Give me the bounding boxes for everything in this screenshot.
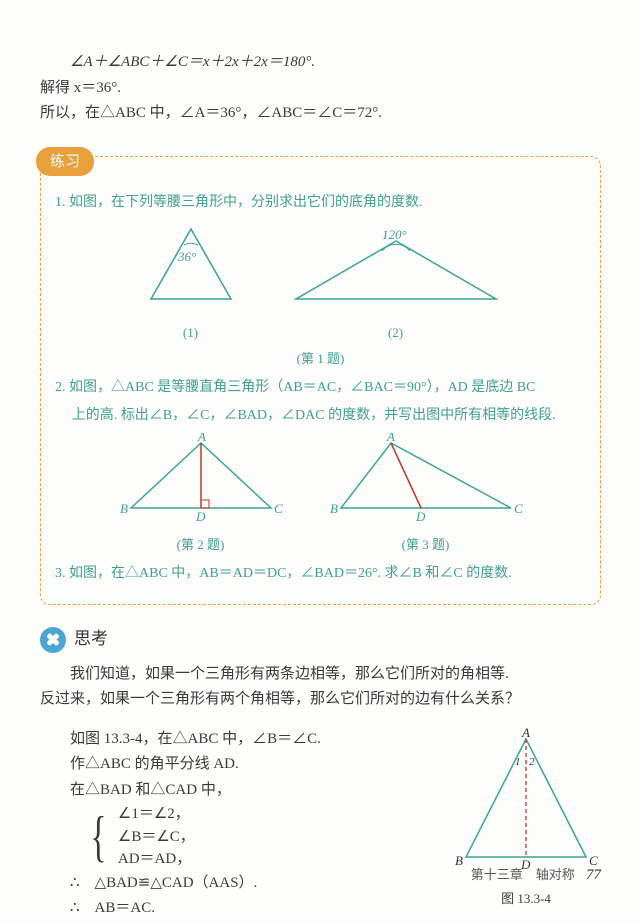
svg-text:A: A bbox=[197, 433, 206, 444]
conclusion-line: 所以，在△ABC 中，∠A＝36°，∠ABC＝∠C＝72°. bbox=[40, 101, 601, 127]
svg-text:B: B bbox=[330, 501, 338, 516]
svg-text:C: C bbox=[274, 501, 283, 516]
question-2a: 2. 如图，△ABC 是等腰直角三角形（AB＝AC，∠BAC＝90°），AD 是… bbox=[55, 376, 586, 400]
proof-figcap: 图 13.3-4 bbox=[451, 888, 601, 910]
chapter-label: 第十三章 轴对称 bbox=[471, 867, 575, 882]
proof-block: 如图 13.3-4，在△ABC 中，∠B＝∠C. 作△ABC 的角平分线 AD.… bbox=[40, 727, 601, 922]
think-p2: 反过来，如果一个三角形有两个角相等，那么它们所对的边有什么关系？ bbox=[40, 687, 601, 713]
svg-text:B: B bbox=[455, 853, 463, 868]
sub-2: (2) bbox=[286, 322, 506, 344]
figure-1-2: 120° (2) bbox=[286, 221, 506, 344]
triangle-1-svg: 36° bbox=[136, 221, 246, 311]
svg-text:B: B bbox=[120, 501, 128, 516]
svg-text:1: 1 bbox=[515, 756, 521, 768]
cond-2: ∠B＝∠C， bbox=[118, 826, 195, 849]
proof-l3: 在△BAD 和△CAD 中， bbox=[40, 778, 431, 804]
sub-q2: (第 2 题) bbox=[116, 534, 286, 556]
question-1: 1. 如图，在下列等腰三角形中，分别求出它们的底角的度数. bbox=[55, 191, 586, 215]
proof-l5: ∴ AB＝AC. bbox=[40, 896, 431, 922]
figure-3: A B C D (第 3 题) bbox=[326, 433, 526, 556]
solution-block: ∠A＋∠ABC＋∠C＝x＋2x＋2x＝180°. 解得 x＝36°. 所以，在△… bbox=[40, 50, 601, 127]
practice-box: 1. 如图，在下列等腰三角形中，分别求出它们的底角的度数. 36° (1) 12… bbox=[40, 156, 601, 605]
question-3: 3. 如图，在△ABC 中，AB＝AD＝DC，∠BAD＝26°. 求∠B 和∠C… bbox=[55, 562, 586, 586]
brace-content: ∠1＝∠2， ∠B＝∠C， AD＝AD， bbox=[118, 803, 195, 871]
sub-q3: (第 3 题) bbox=[326, 534, 526, 556]
practice-badge: 练习 bbox=[36, 147, 94, 177]
think-label: 思考 bbox=[74, 625, 108, 654]
figure-2: A B C D (第 2 题) bbox=[116, 433, 286, 556]
think-p1: 我们知道，如果一个三角形有两条边相等，那么它们所对的角相等. bbox=[40, 662, 601, 688]
question-2b: 上的高. 标出∠B，∠C，∠BAD，∠DAC 的度数，并写出图中所有相等的线段. bbox=[55, 404, 586, 428]
figure-row-1: 36° (1) 120° (2) bbox=[55, 221, 586, 344]
page-footer: 第十三章 轴对称 77 bbox=[471, 863, 601, 889]
page-number: 77 bbox=[586, 867, 601, 883]
svg-text:D: D bbox=[195, 509, 206, 523]
brace-row: { ∠1＝∠2， ∠B＝∠C， AD＝AD， bbox=[85, 803, 431, 871]
svg-text:A: A bbox=[521, 727, 530, 740]
sub-1: (1) bbox=[136, 322, 246, 344]
svg-text:120°: 120° bbox=[382, 227, 407, 242]
proof-text: 如图 13.3-4，在△ABC 中，∠B＝∠C. 作△ABC 的角平分线 AD.… bbox=[40, 727, 431, 922]
svg-text:A: A bbox=[386, 433, 395, 444]
svg-text:36°: 36° bbox=[177, 249, 196, 264]
proof-l4: ∴ △BAD≌△CAD（AAS）. bbox=[40, 871, 431, 897]
svg-text:D: D bbox=[415, 509, 426, 523]
cond-1: ∠1＝∠2， bbox=[118, 803, 195, 826]
triangle-q3-svg: A B C D bbox=[326, 433, 526, 523]
practice-section: 练习 1. 如图，在下列等腰三角形中，分别求出它们的底角的度数. 36° (1)… bbox=[40, 147, 601, 606]
triangle-2-svg: 120° bbox=[286, 221, 506, 311]
brace-icon: { bbox=[90, 809, 106, 865]
triangle-q2-svg: A B C D bbox=[116, 433, 286, 523]
caption-1: (第 1 题) bbox=[55, 348, 586, 370]
think-icon bbox=[40, 627, 66, 653]
solve-line: 解得 x＝36°. bbox=[40, 76, 601, 102]
svg-text:2: 2 bbox=[529, 756, 535, 768]
figure-row-2: A B C D (第 2 题) A B C D (第 3 题) bbox=[55, 433, 586, 556]
equation-line: ∠A＋∠ABC＋∠C＝x＋2x＋2x＝180°. bbox=[40, 50, 601, 76]
figure-1-1: 36° (1) bbox=[136, 221, 246, 344]
svg-text:C: C bbox=[514, 501, 523, 516]
proof-l2: 作△ABC 的角平分线 AD. bbox=[40, 752, 431, 778]
think-header: 思考 bbox=[40, 625, 601, 654]
cond-3: AD＝AD， bbox=[118, 848, 195, 871]
triangle-proof-svg: A B C D 1 2 bbox=[451, 727, 601, 877]
proof-l1: 如图 13.3-4，在△ABC 中，∠B＝∠C. bbox=[40, 727, 431, 753]
